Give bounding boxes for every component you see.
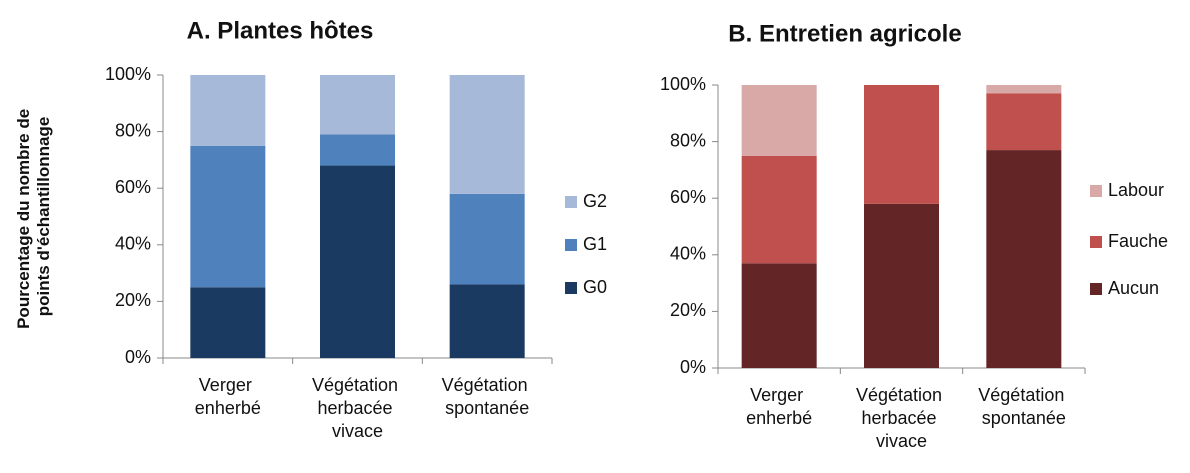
x-tick-label-line: herbacée bbox=[861, 408, 941, 428]
x-tick-label: Verger enherbé bbox=[195, 375, 261, 418]
x-tick-label: Végétation spontanée bbox=[978, 385, 1069, 428]
x-tick-label-line: spontanée bbox=[982, 408, 1066, 428]
legend-label: G2 bbox=[583, 191, 607, 211]
x-tick-label: Végétation herbacée vivace bbox=[312, 375, 403, 441]
y-tick-label: 60% bbox=[670, 187, 706, 207]
legend-swatch bbox=[565, 282, 577, 294]
bar-segment bbox=[449, 193, 525, 285]
y-axis-title-line: points d'échantillonnage bbox=[34, 117, 53, 317]
y-tick-label: 100% bbox=[105, 64, 151, 84]
x-tick-label-line: Végétation bbox=[856, 385, 947, 405]
x-tick-label-line: Verger bbox=[750, 385, 808, 405]
legend-swatch bbox=[1090, 236, 1102, 248]
chart-title: B. Entretien agricole bbox=[728, 20, 961, 47]
y-tick-label: 0% bbox=[680, 357, 706, 377]
bar-segment bbox=[190, 145, 266, 288]
x-tick-label-line: Végétation bbox=[442, 375, 533, 395]
bar-segment bbox=[864, 85, 939, 204]
y-tick-label: 80% bbox=[670, 130, 706, 150]
legend-label: G0 bbox=[583, 277, 607, 297]
y-tick-label: 100% bbox=[660, 74, 706, 94]
legend-label: G1 bbox=[583, 234, 607, 254]
bar-segment bbox=[741, 263, 817, 368]
y-tick-label: 20% bbox=[115, 290, 151, 310]
x-tick-label-line: Végétation bbox=[312, 375, 403, 395]
bar-segment bbox=[449, 75, 525, 194]
y-axis-title: Pourcentage du nombre de points d'échant… bbox=[14, 104, 53, 329]
x-tick-label-line: Verger bbox=[199, 375, 257, 395]
bar-segment bbox=[190, 75, 266, 146]
y-tick-label: 80% bbox=[115, 120, 151, 140]
bar-segment bbox=[449, 284, 525, 358]
bar-segment bbox=[741, 85, 817, 156]
legend-label: Labour bbox=[1108, 180, 1164, 200]
x-tick-label: Verger enherbé bbox=[746, 385, 812, 428]
bar-segment bbox=[864, 203, 939, 368]
x-tick-label-line: vivace bbox=[332, 421, 383, 441]
x-tick-label: Végétation herbacée vivace bbox=[856, 385, 947, 451]
x-tick-label-line: enherbé bbox=[195, 398, 261, 418]
y-axis-title-line: Pourcentage du nombre de bbox=[14, 104, 33, 329]
y-tick-label: 0% bbox=[125, 347, 151, 367]
bar-segment bbox=[320, 134, 395, 166]
bar-segment bbox=[986, 150, 1062, 368]
bar-segment bbox=[320, 165, 395, 358]
x-tick-label: Végétation spontanée bbox=[442, 375, 533, 418]
legend-label: Fauche bbox=[1108, 231, 1168, 251]
y-tick-label: 40% bbox=[115, 234, 151, 254]
legend-swatch bbox=[1090, 185, 1102, 197]
bar-segment bbox=[741, 155, 817, 264]
x-tick-label-line: herbacée bbox=[317, 398, 397, 418]
x-tick-label-line: Végétation bbox=[978, 385, 1069, 405]
x-tick-label-line: enherbé bbox=[746, 408, 812, 428]
legend-swatch bbox=[1090, 283, 1102, 295]
bar-segment bbox=[986, 85, 1062, 94]
legend-swatch bbox=[565, 196, 577, 208]
y-tick-label: 20% bbox=[670, 300, 706, 320]
x-tick-label-line: spontanée bbox=[445, 398, 529, 418]
legend-label: Aucun bbox=[1108, 278, 1159, 298]
legend-swatch bbox=[565, 239, 577, 251]
x-tick-label-line: vivace bbox=[876, 431, 927, 451]
bar-segment bbox=[986, 93, 1062, 151]
bar-segment bbox=[190, 287, 266, 358]
chart-title: A. Plantes hôtes bbox=[187, 17, 374, 44]
bar-segment bbox=[320, 75, 395, 135]
y-tick-label: 40% bbox=[670, 244, 706, 264]
y-tick-label: 60% bbox=[115, 177, 151, 197]
